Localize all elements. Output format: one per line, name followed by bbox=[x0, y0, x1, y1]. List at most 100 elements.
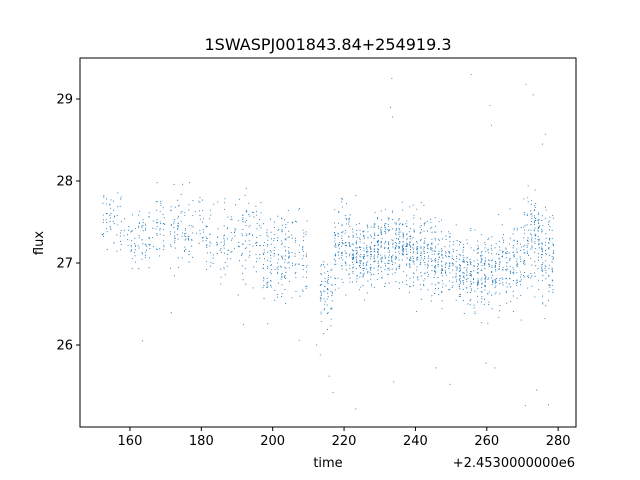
data-point bbox=[520, 274, 522, 276]
data-point bbox=[170, 206, 172, 208]
data-point bbox=[259, 257, 261, 259]
data-point bbox=[341, 252, 343, 254]
data-point bbox=[473, 265, 475, 268]
data-point bbox=[351, 261, 353, 263]
data-point bbox=[295, 277, 297, 279]
data-point bbox=[162, 207, 164, 209]
data-point bbox=[412, 223, 415, 225]
data-point bbox=[410, 257, 412, 259]
data-point bbox=[138, 237, 140, 239]
data-point bbox=[498, 268, 500, 270]
data-point bbox=[445, 252, 447, 254]
data-point bbox=[162, 213, 164, 216]
data-point bbox=[117, 192, 119, 194]
data-point bbox=[245, 187, 247, 190]
data-point bbox=[284, 261, 286, 263]
data-point bbox=[256, 258, 258, 260]
data-point bbox=[209, 233, 211, 235]
data-point bbox=[398, 229, 400, 231]
data-point bbox=[305, 231, 307, 233]
data-point bbox=[434, 284, 436, 286]
data-point bbox=[277, 229, 279, 231]
data-point bbox=[106, 231, 108, 233]
data-point bbox=[535, 217, 537, 219]
data-point bbox=[502, 239, 505, 241]
data-point bbox=[538, 238, 540, 240]
data-point bbox=[549, 254, 551, 256]
data-point bbox=[509, 270, 511, 272]
data-point bbox=[270, 264, 272, 266]
data-point bbox=[435, 264, 437, 266]
data-point bbox=[156, 234, 158, 236]
data-point bbox=[345, 217, 347, 219]
data-point bbox=[170, 312, 172, 314]
data-point bbox=[469, 286, 471, 288]
data-point bbox=[448, 289, 450, 291]
data-point bbox=[477, 247, 480, 249]
data-point bbox=[409, 206, 411, 208]
data-point bbox=[284, 288, 286, 290]
data-point bbox=[465, 287, 467, 289]
data-point bbox=[287, 209, 289, 212]
data-point bbox=[283, 277, 286, 279]
data-point bbox=[284, 239, 286, 241]
data-point bbox=[380, 230, 382, 232]
data-point bbox=[374, 235, 376, 237]
data-point bbox=[305, 277, 308, 279]
data-point bbox=[274, 221, 276, 223]
data-point bbox=[448, 265, 451, 267]
data-point bbox=[256, 228, 258, 230]
data-point bbox=[374, 211, 376, 213]
data-point bbox=[437, 261, 439, 263]
data-point bbox=[438, 221, 440, 223]
data-point bbox=[216, 252, 218, 255]
data-point bbox=[395, 241, 397, 244]
data-point bbox=[549, 239, 551, 241]
data-point bbox=[488, 237, 490, 239]
data-point bbox=[159, 233, 161, 235]
data-point bbox=[427, 260, 430, 262]
data-point bbox=[291, 222, 293, 224]
data-point bbox=[455, 299, 457, 301]
data-point bbox=[388, 256, 390, 258]
data-point bbox=[551, 238, 553, 240]
data-point bbox=[370, 253, 372, 255]
data-point bbox=[370, 242, 373, 244]
data-point bbox=[488, 303, 490, 305]
data-point bbox=[477, 281, 479, 283]
data-point bbox=[487, 277, 489, 279]
data-point bbox=[524, 224, 526, 226]
data-point bbox=[398, 288, 401, 290]
data-point bbox=[295, 220, 297, 222]
data-point bbox=[544, 318, 546, 320]
data-point bbox=[398, 238, 400, 240]
data-point bbox=[377, 241, 379, 244]
data-point bbox=[395, 251, 397, 253]
data-point bbox=[420, 262, 422, 264]
data-point bbox=[263, 278, 265, 280]
data-point bbox=[495, 269, 497, 271]
data-point bbox=[191, 225, 193, 227]
data-point bbox=[377, 250, 379, 253]
data-point bbox=[327, 270, 329, 273]
data-point bbox=[499, 262, 501, 264]
data-point bbox=[102, 202, 104, 204]
data-point bbox=[202, 210, 204, 212]
data-point bbox=[126, 234, 128, 236]
data-point bbox=[233, 231, 236, 233]
data-point bbox=[105, 219, 107, 221]
data-point bbox=[152, 237, 154, 239]
data-point bbox=[438, 252, 440, 255]
data-point bbox=[124, 218, 126, 220]
data-point bbox=[463, 313, 465, 315]
data-point bbox=[491, 308, 493, 310]
data-point bbox=[437, 287, 440, 289]
data-point bbox=[348, 242, 350, 244]
data-point bbox=[188, 250, 190, 252]
data-point bbox=[103, 195, 105, 197]
data-point bbox=[430, 300, 432, 302]
data-point bbox=[406, 233, 408, 235]
data-point bbox=[469, 259, 471, 261]
data-point bbox=[356, 240, 358, 242]
data-point bbox=[385, 229, 387, 231]
